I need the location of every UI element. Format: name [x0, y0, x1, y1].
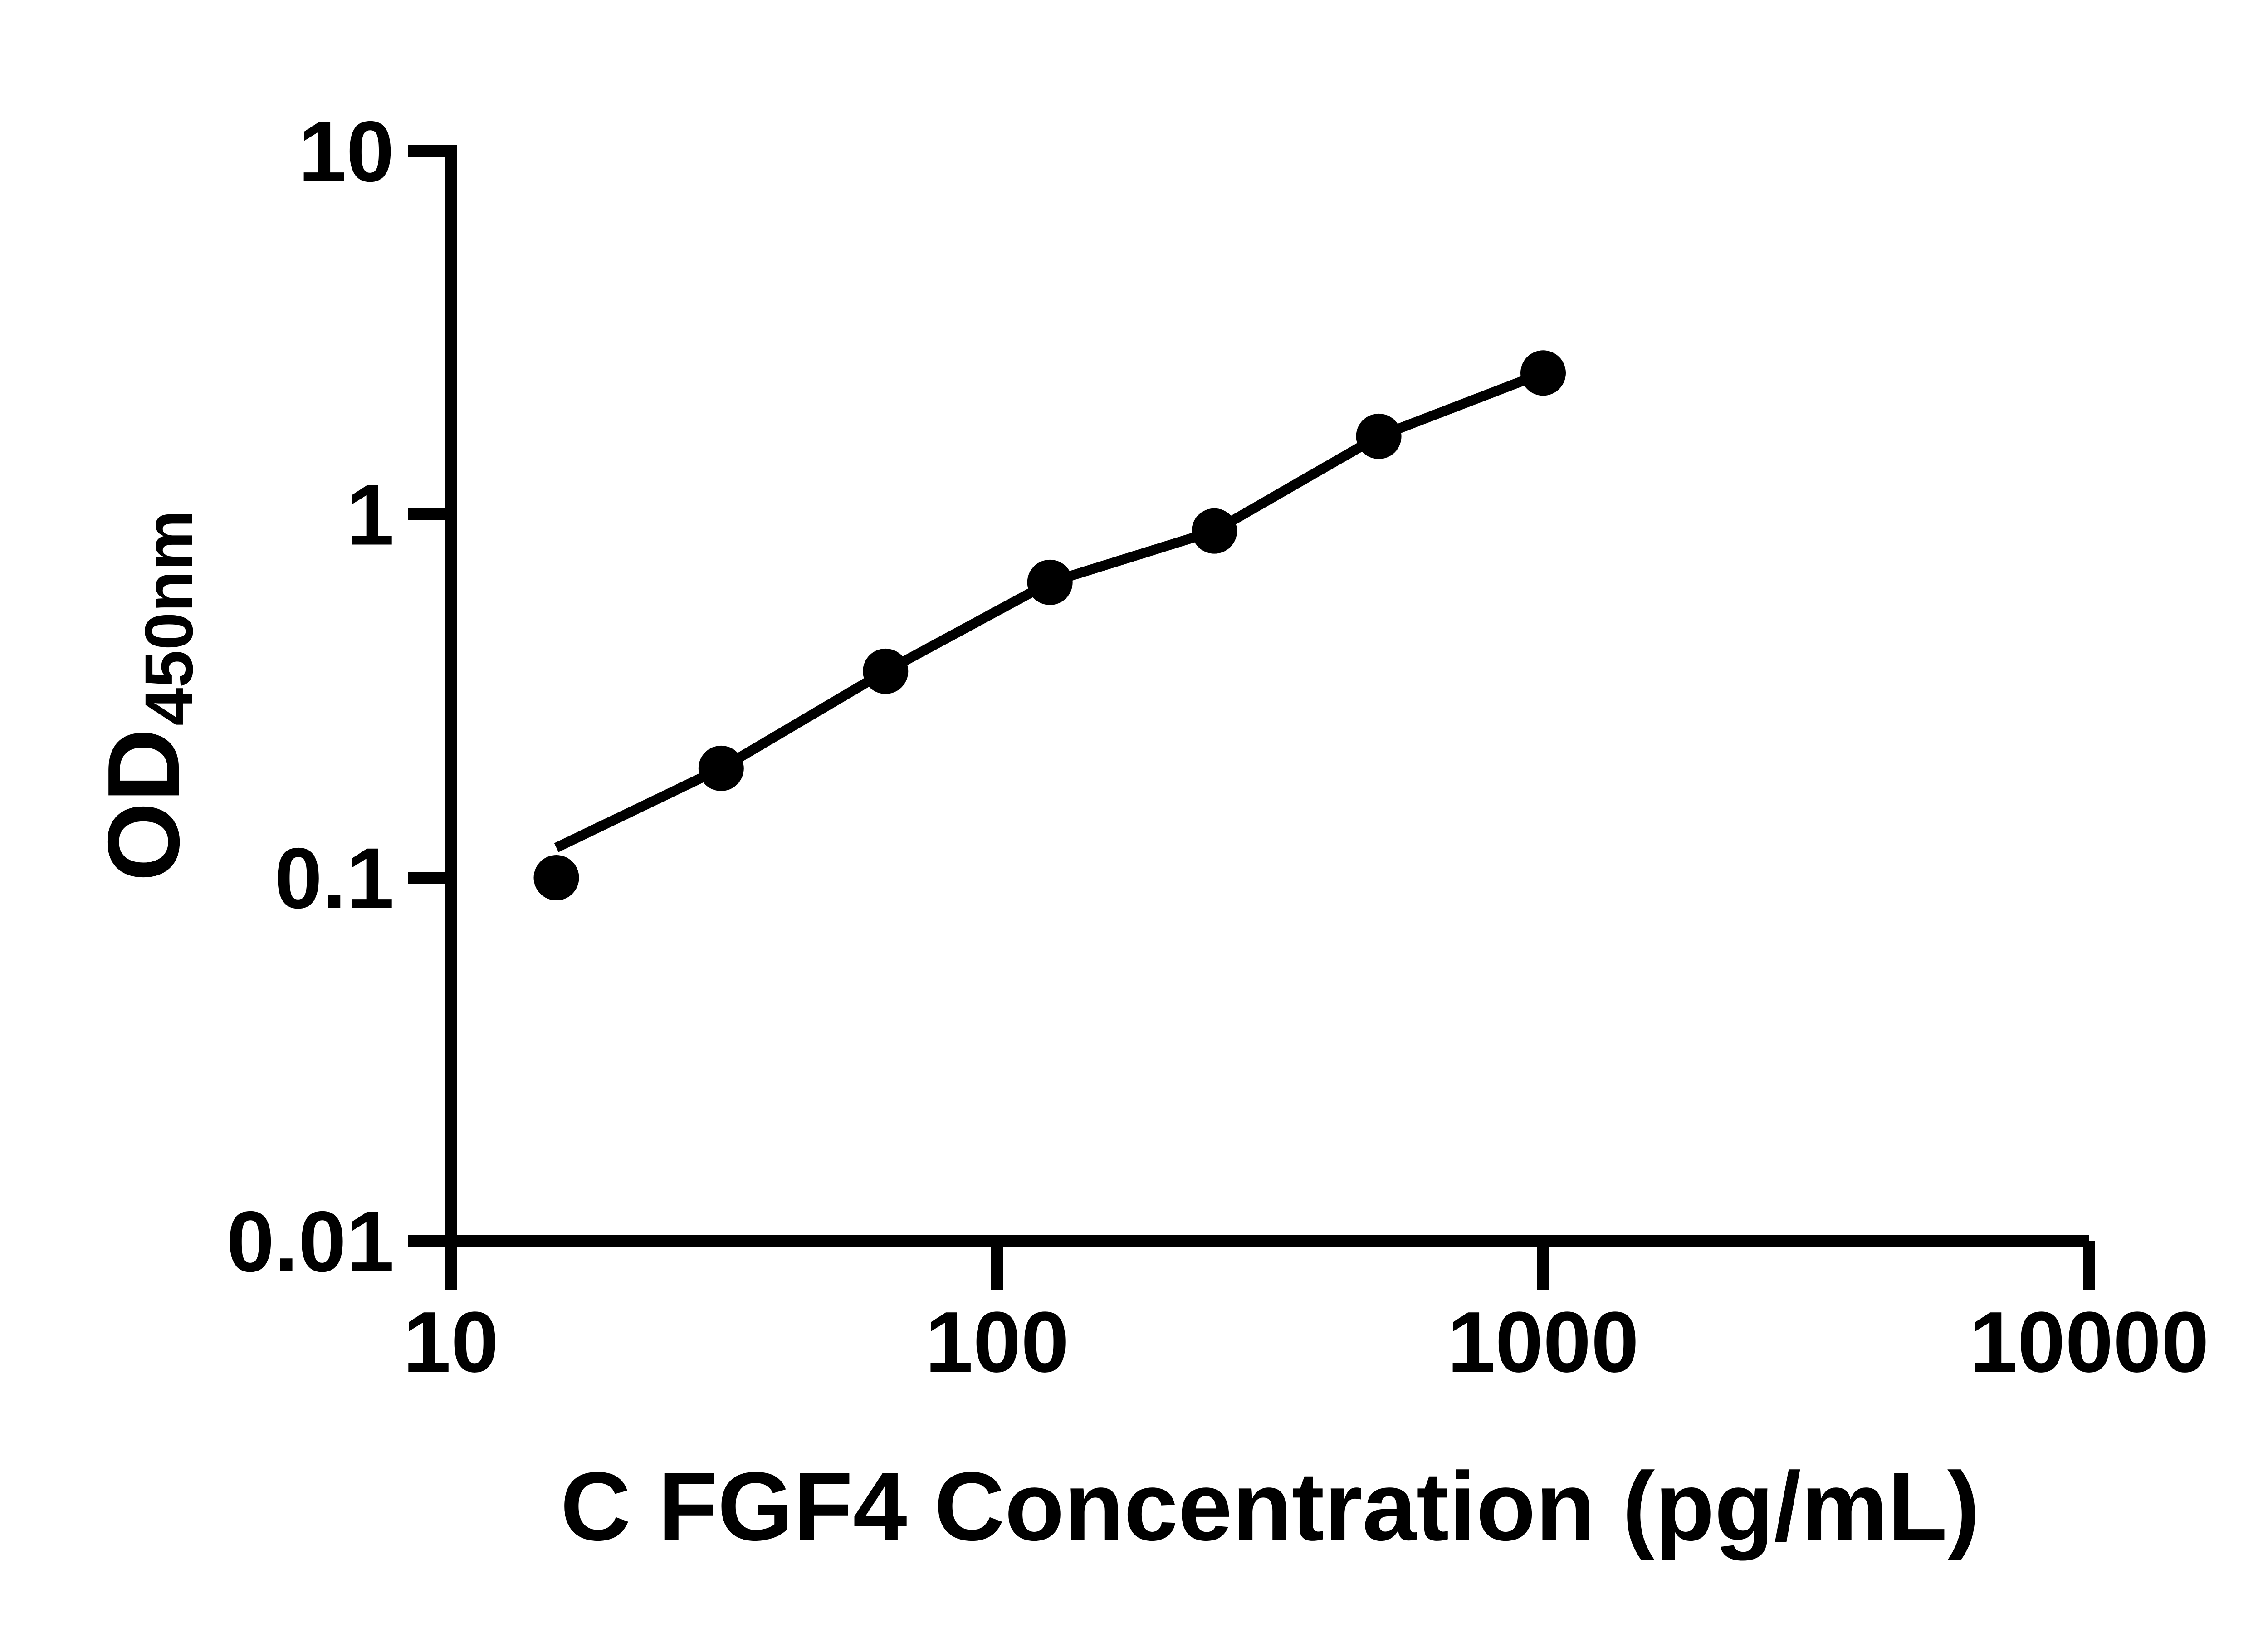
y-tick-label: 10 — [298, 104, 394, 200]
y-axis-title-subscript: 450nm — [131, 510, 207, 726]
y-tick-label: 0.1 — [274, 831, 394, 927]
y-axis-title-main: OD — [86, 728, 200, 882]
data-point — [698, 745, 744, 791]
data-point — [1520, 350, 1566, 396]
x-tick-label: 10000 — [1970, 1294, 2209, 1390]
data-point — [863, 648, 909, 694]
data-point — [1356, 413, 1402, 459]
x-tick-label: 1000 — [1447, 1294, 1639, 1390]
x-tick-label: 100 — [925, 1294, 1069, 1390]
y-tick-label: 1 — [346, 467, 394, 563]
x-axis-title: C FGF4 Concentration (pg/mL) — [560, 1452, 1980, 1561]
data-point — [1192, 508, 1237, 554]
data-point — [1027, 559, 1073, 605]
data-point — [533, 855, 579, 900]
x-tick-label: 10 — [403, 1294, 499, 1390]
y-tick-label: 0.01 — [226, 1194, 394, 1290]
y-axis-title: OD450nm — [86, 510, 207, 882]
